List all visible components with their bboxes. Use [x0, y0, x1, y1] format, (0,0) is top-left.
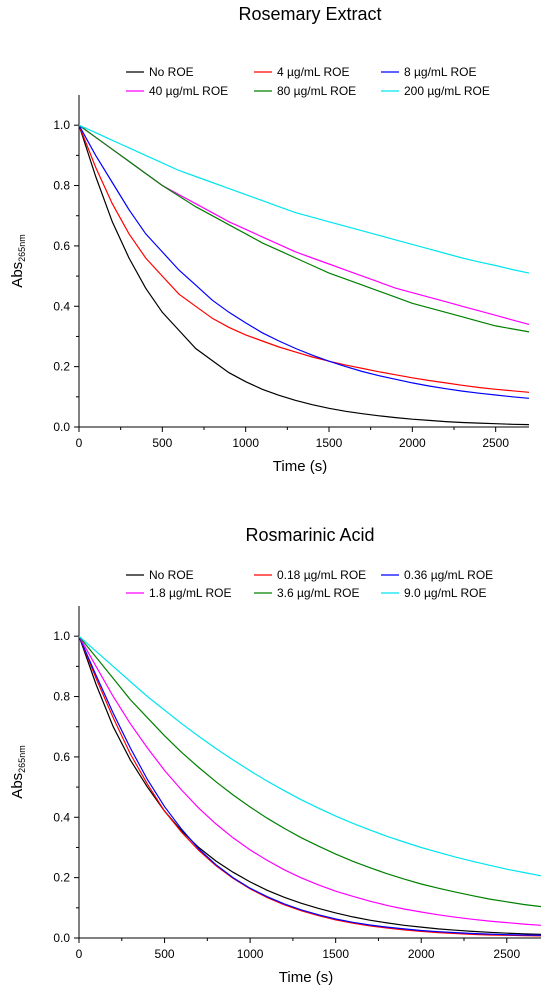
legend-entry-200-ug-ml-roe: 200 µg/mL ROE: [381, 84, 490, 98]
y-axis-label: Abs265nm: [9, 745, 27, 798]
series-line-3-6-ug-ml-roe: [78, 635, 542, 908]
y-tick-label: 0.4: [53, 810, 70, 824]
legend-entry-0-36-ug-ml-roe: 0.36 µg/mL ROE: [381, 568, 493, 582]
y-tick-label: 0.2: [53, 360, 70, 374]
legend-entry-no-roe: No ROE: [126, 568, 194, 582]
y-tick-label: 1.0: [53, 118, 70, 132]
x-tick-label: 2000: [408, 947, 435, 961]
y-axis-label-main: Abs: [9, 773, 26, 799]
x-tick-label: 1500: [316, 436, 343, 450]
series-line-80-ug-ml-roe: [78, 124, 530, 333]
legend-label: 1.8 µg/mL ROE: [149, 586, 232, 600]
legend-label: 9.0 µg/mL ROE: [404, 586, 487, 600]
y-tick-label: 0.8: [53, 690, 70, 704]
legend-label: 3.6 µg/mL ROE: [277, 586, 360, 600]
legend-label: 0.18 µg/mL ROE: [277, 568, 366, 582]
legend-entry-1-8-ug-ml-roe: 1.8 µg/mL ROE: [126, 586, 232, 600]
x-tick-label: 2000: [399, 436, 426, 450]
x-tick-label: 2500: [482, 436, 509, 450]
y-tick-label: 0.0: [53, 420, 70, 434]
series-line-0-36-ug-ml-roe: [78, 635, 542, 936]
series-line-4-ug-ml-roe: [78, 124, 530, 393]
y-tick-label: 0.6: [53, 750, 70, 764]
y-tick-label: 1.0: [53, 629, 70, 643]
chart-rosemary-extract: Rosemary Extract No ROE 4 µg/mL ROE 8 µg/mL…: [9, 4, 530, 475]
y-tick-label: 0.6: [53, 239, 70, 253]
x-axis-label: Time (s): [279, 969, 333, 986]
x-axis-label: Time (s): [273, 458, 327, 475]
legend-label: 200 µg/mL ROE: [404, 84, 490, 98]
legend-label: 4 µg/mL ROE: [277, 65, 350, 79]
x-tick-label: 0: [76, 947, 83, 961]
y-tick-label: 0.8: [53, 179, 70, 193]
legend-entry-4-ug-ml-roe: 4 µg/mL ROE: [254, 65, 350, 79]
y-tick-label: 0.0: [53, 931, 70, 945]
chart-title: Rosmarinic Acid: [245, 525, 374, 545]
legend-label: 0.36 µg/mL ROE: [404, 568, 493, 582]
series-line-no-roe: [78, 125, 530, 426]
series-line-9-0-ug-ml-roe: [78, 635, 542, 877]
legend-label: No ROE: [149, 568, 194, 582]
series-line-no-roe: [78, 635, 542, 935]
x-tick-label: 2500: [493, 947, 520, 961]
legend-entry-0-18-ug-ml-roe: 0.18 µg/mL ROE: [254, 568, 366, 582]
y-tick-label: 0.2: [53, 871, 70, 885]
chart-title: Rosemary Extract: [238, 4, 381, 24]
legend-entry-9-0-ug-ml-roe: 9.0 µg/mL ROE: [381, 586, 487, 600]
y-axis-label-main: Abs: [9, 262, 26, 288]
x-tick-label: 1500: [322, 947, 349, 961]
y-tick-label: 0.4: [53, 299, 70, 313]
legend-entry-40-ug-ml-roe: 40 µg/mL ROE: [126, 84, 228, 98]
x-tick-label: 500: [152, 436, 172, 450]
series-line-8-ug-ml-roe: [78, 124, 530, 399]
y-axis-label-subscript: 265nm: [17, 234, 27, 262]
x-tick-label: 1000: [232, 436, 259, 450]
chart-rosmarinic-acid: Rosmarinic Acid No ROE 0.18 µg/mL ROE 0.36 …: [9, 525, 542, 986]
legend-entry-80-ug-ml-roe: 80 µg/mL ROE: [254, 84, 356, 98]
legend-entry-8-ug-ml-roe: 8 µg/mL ROE: [381, 65, 477, 79]
x-tick-label: 0: [76, 436, 83, 450]
y-axis-label-subscript: 265nm: [17, 745, 27, 773]
series-line-1-8-ug-ml-roe: [78, 635, 542, 926]
series-line-0-18-ug-ml-roe: [78, 635, 542, 937]
x-tick-label: 1000: [237, 947, 264, 961]
legend-label: 8 µg/mL ROE: [404, 65, 477, 79]
legend-entry-no-roe: No ROE: [126, 65, 194, 79]
series-line-40-ug-ml-roe: [78, 124, 530, 325]
y-axis-label: Abs265nm: [9, 234, 27, 287]
series-line-200-ug-ml-roe: [78, 124, 530, 274]
legend-entry-3-6-ug-ml-roe: 3.6 µg/mL ROE: [254, 586, 360, 600]
legend-label: 80 µg/mL ROE: [277, 84, 356, 98]
x-tick-label: 500: [155, 947, 175, 961]
legend-label: 40 µg/mL ROE: [149, 84, 228, 98]
legend-label: No ROE: [149, 65, 194, 79]
